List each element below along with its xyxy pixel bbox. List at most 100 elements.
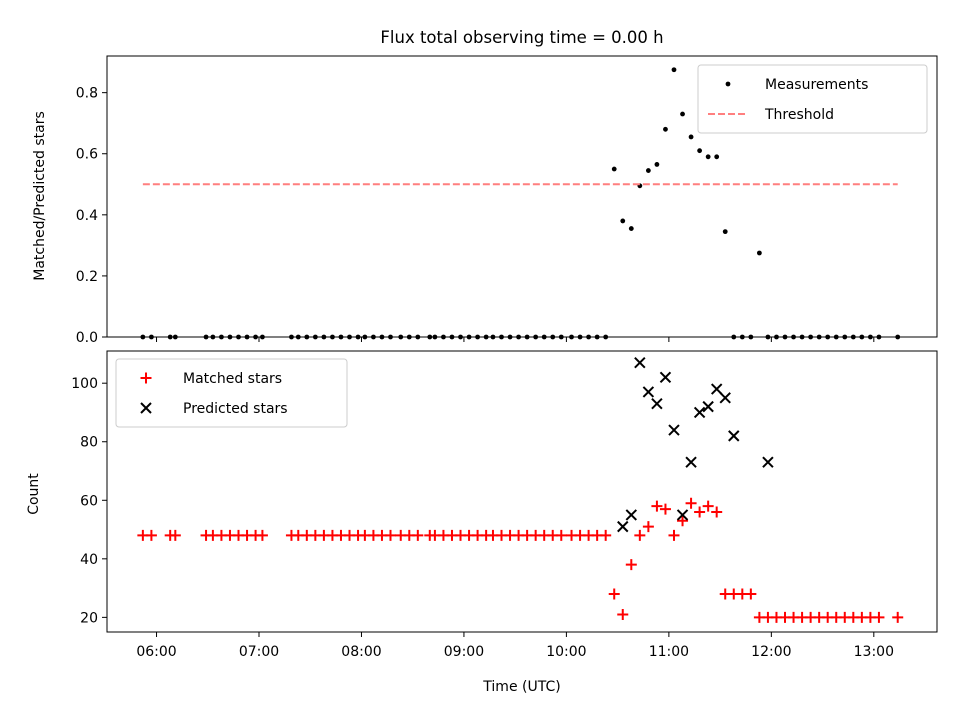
measurements-marker [203,334,209,340]
y-tick-label: 0.6 [76,147,98,163]
matched-stars-marker [625,559,637,571]
bottom-panel-counts: 20 40 60 80 100 06:00 07:00 08:00 09:00 10:00 11:0… [26,350,938,660]
matched-stars-marker [694,506,706,518]
measurements-marker [406,334,412,340]
measurements-marker [816,334,822,340]
matched-stars-marker [608,588,620,600]
measurements-marker [427,334,433,340]
measurements-marker [859,334,865,340]
measurements-marker [671,67,677,73]
measurements-marker [774,334,779,340]
measurements-marker [722,229,728,235]
x-tick-label: 11:00 [649,644,689,660]
predicted-stars-marker [625,509,638,521]
measurements-marker [219,334,224,340]
measurements-marker [594,334,600,340]
x-tick-label: 08:00 [341,644,381,660]
measurements-marker [415,334,421,340]
measurements-marker [654,162,660,167]
measurements-marker [362,334,368,340]
measurements-marker [524,334,530,340]
measurements-marker [140,334,146,340]
matched-stars-marker [685,497,697,509]
matched-stars-marker [256,529,268,541]
matched-stars-marker [600,529,612,541]
measurements-marker [304,334,310,340]
measurements-marker [569,334,574,340]
x-axis-label: Time (UTC) [482,679,560,695]
y-tick-label: 20 [80,610,98,626]
measurements-marker [289,334,294,340]
axes-frame [106,350,938,633]
x-tick-label: 12:00 [751,644,791,660]
y-tick-label: 40 [80,552,98,568]
matched-stars-marker [634,529,646,541]
measurements-marker [876,334,882,340]
x-tick-label: 10:00 [546,644,586,660]
y-tick-label: 80 [80,435,98,451]
measurements-marker [244,334,250,340]
predicted-stars-marker [702,400,714,413]
measurements-marker [714,154,720,160]
measurements-marker [620,218,626,224]
measurements-marker [833,334,839,340]
measurements-marker [782,334,788,340]
x-tick-label: 06:00 [136,644,176,660]
measurements-marker [705,154,711,160]
measurements-marker [688,134,694,140]
predicted-stars-marker [634,357,646,369]
x-tick-label: 13:00 [854,644,894,660]
predicted-stars-marker [685,456,697,468]
measurements-marker [697,148,703,154]
y-axis-label: Count [26,473,42,515]
matched-stars-marker [745,588,757,600]
measurements-marker [516,334,521,340]
legend-box [697,64,928,134]
measurements-marker [338,334,344,340]
measurements-marker [558,334,564,340]
measurements-marker [321,334,327,340]
predicted-stars-marker [668,424,680,436]
predicted-stars-marker [719,392,731,404]
measurements-marker [330,334,335,340]
matched-stars-marker [617,608,629,620]
measurements-marker [172,334,178,340]
measurements-marker [458,334,463,340]
matched-stars-marker [412,529,424,541]
measurements-marker [347,334,352,340]
matched-stars-marker [873,611,885,623]
top-chart-title: Flux total observing time = 0.00 h [380,28,663,47]
measurements-marker [449,334,455,340]
measurements-marker [842,334,848,340]
matched-stars-marker [651,500,663,512]
legend-label: Matched stars [183,371,282,387]
measurements-marker [808,334,814,340]
matched-stars-marker [555,529,567,541]
measurements-marker [550,334,556,340]
measurements-marker [227,334,233,340]
predicted-stars-marker [710,383,723,395]
x-tick-label: 09:00 [444,644,484,660]
y-tick-label: 0.2 [76,269,98,285]
predicted-stars-marker [642,386,655,398]
measurements-marker [748,334,754,340]
predicted-stars-marker [762,456,774,468]
predicted-stars-marker [651,397,663,410]
matched-stars-marker [659,503,671,515]
y-tick-label: 60 [80,493,98,509]
measurements-marker [167,334,173,340]
measurements-marker [586,334,592,340]
matched-stars-marker [711,506,723,518]
measurements-marker [791,334,796,340]
matched-stars-marker [892,611,904,623]
measurements-marker [260,334,265,340]
measurements-marker [739,334,745,340]
y-tick-label: 100 [71,376,98,392]
legend-predicted-stars-swatch [140,402,152,414]
predicted-stars-marker [676,509,689,521]
measurements-marker [628,226,634,231]
matched-stars-marker [642,521,654,533]
measurements-marker [432,334,438,340]
legend-matched-stars-swatch [140,372,152,384]
matched-stars-marker [668,529,680,541]
